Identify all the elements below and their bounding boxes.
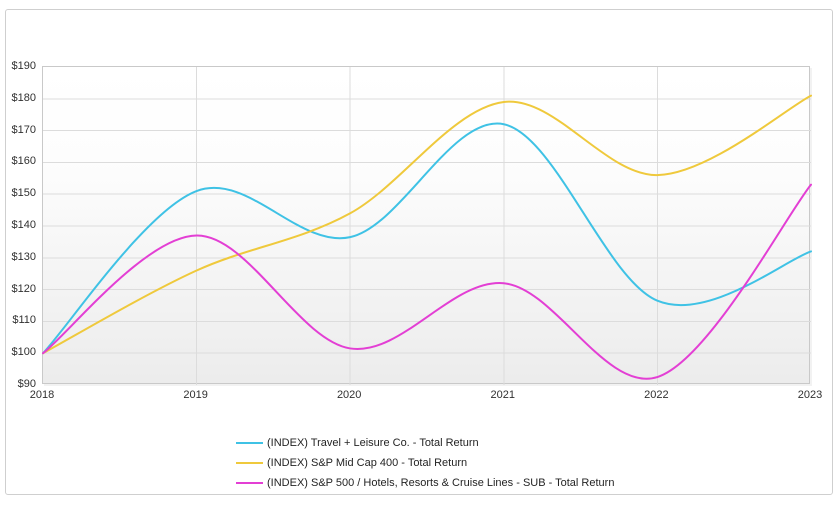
legend-item: (INDEX) S&P 500 / Hotels, Resorts & Crui… — [236, 473, 614, 493]
y-tick-label: $90 — [17, 378, 36, 390]
plot-canvas — [42, 67, 812, 385]
legend-label: (INDEX) S&P 500 / Hotels, Resorts & Crui… — [267, 477, 615, 489]
x-tick-label: 2021 — [490, 389, 516, 401]
legend-label: (INDEX) Travel + Leisure Co. - Total Ret… — [267, 437, 479, 449]
x-tick-label: 2022 — [644, 389, 669, 401]
x-tick-label: 2019 — [183, 389, 208, 401]
legend-item: (INDEX) Travel + Leisure Co. - Total Ret… — [236, 433, 614, 453]
plot-area — [42, 66, 812, 385]
y-tick-label: $190 — [11, 60, 36, 72]
legend-label: (INDEX) S&P Mid Cap 400 - Total Return — [267, 457, 468, 469]
x-tick-label: 2018 — [29, 389, 55, 401]
legend-line-swatch — [236, 442, 263, 444]
series-line-0 — [42, 122, 812, 355]
y-tick-label: $140 — [11, 219, 36, 231]
y-tick-label: $120 — [11, 282, 36, 295]
y-tick-label: $130 — [11, 250, 36, 263]
y-tick-label: $160 — [11, 155, 36, 168]
y-tick-label: $180 — [11, 91, 36, 104]
series-line-1 — [42, 94, 812, 355]
y-tick-label: $110 — [12, 314, 36, 327]
legend: (INDEX) Travel + Leisure Co. - Total Ret… — [236, 433, 614, 493]
y-tick-label: $100 — [11, 346, 36, 359]
x-tick-label: 2020 — [336, 389, 362, 401]
y-tick-label: $150 — [11, 187, 36, 200]
y-tick-label: $170 — [11, 123, 36, 136]
legend-line-swatch — [236, 482, 263, 484]
series-line-2 — [42, 183, 812, 380]
legend-line-swatch — [236, 462, 263, 464]
x-tick-label: 2023 — [797, 389, 823, 401]
legend-item: (INDEX) S&P Mid Cap 400 - Total Return — [236, 453, 614, 473]
